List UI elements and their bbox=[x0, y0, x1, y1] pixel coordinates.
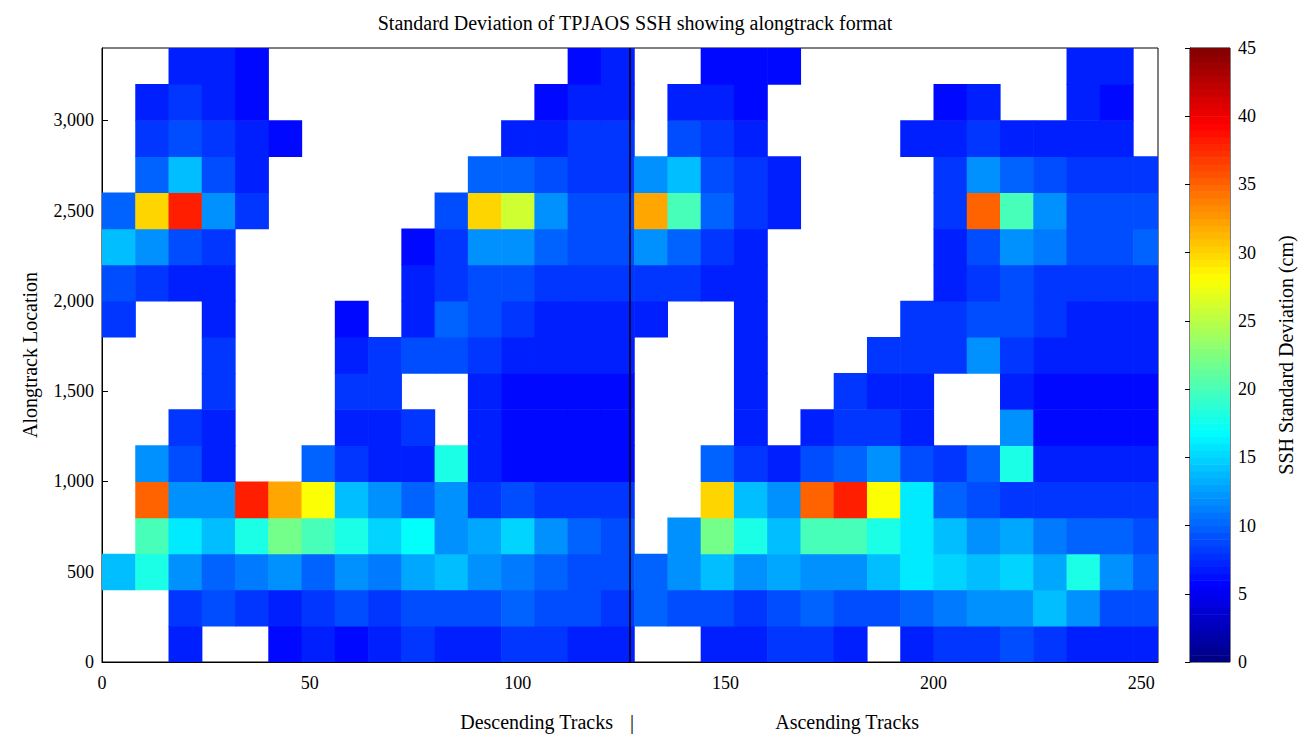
svg-text:5: 5 bbox=[1238, 584, 1247, 604]
svg-text:2,500: 2,500 bbox=[54, 201, 95, 221]
svg-text:40: 40 bbox=[1238, 106, 1256, 126]
svg-text:3,000: 3,000 bbox=[54, 110, 95, 130]
svg-text:15: 15 bbox=[1238, 447, 1256, 467]
svg-text:|: | bbox=[630, 711, 634, 734]
svg-text:100: 100 bbox=[504, 673, 531, 693]
svg-text:45: 45 bbox=[1238, 38, 1256, 58]
svg-text:Standard Deviation of TPJAOS S: Standard Deviation of TPJAOS SSH showing… bbox=[378, 12, 893, 35]
svg-text:50: 50 bbox=[301, 673, 319, 693]
svg-text:150: 150 bbox=[712, 673, 739, 693]
svg-text:0: 0 bbox=[85, 652, 94, 672]
svg-text:1,000: 1,000 bbox=[54, 471, 95, 491]
svg-text:0: 0 bbox=[1238, 652, 1247, 672]
svg-text:2,000: 2,000 bbox=[54, 291, 95, 311]
svg-text:1,500: 1,500 bbox=[54, 381, 95, 401]
svg-text:Descending Tracks: Descending Tracks bbox=[460, 711, 613, 734]
svg-text:Ascending Tracks: Ascending Tracks bbox=[775, 711, 919, 734]
svg-text:20: 20 bbox=[1238, 379, 1256, 399]
svg-text:35: 35 bbox=[1238, 174, 1256, 194]
svg-text:250: 250 bbox=[1128, 673, 1155, 693]
svg-text:25: 25 bbox=[1238, 311, 1256, 331]
svg-text:Alongtrack Location: Alongtrack Location bbox=[19, 272, 42, 438]
svg-text:500: 500 bbox=[67, 562, 94, 582]
svg-text:SSH Standard Deviation (cm): SSH Standard Deviation (cm) bbox=[1275, 235, 1298, 474]
svg-text:200: 200 bbox=[920, 673, 947, 693]
svg-text:10: 10 bbox=[1238, 516, 1256, 536]
svg-text:30: 30 bbox=[1238, 243, 1256, 263]
svg-text:0: 0 bbox=[98, 673, 107, 693]
